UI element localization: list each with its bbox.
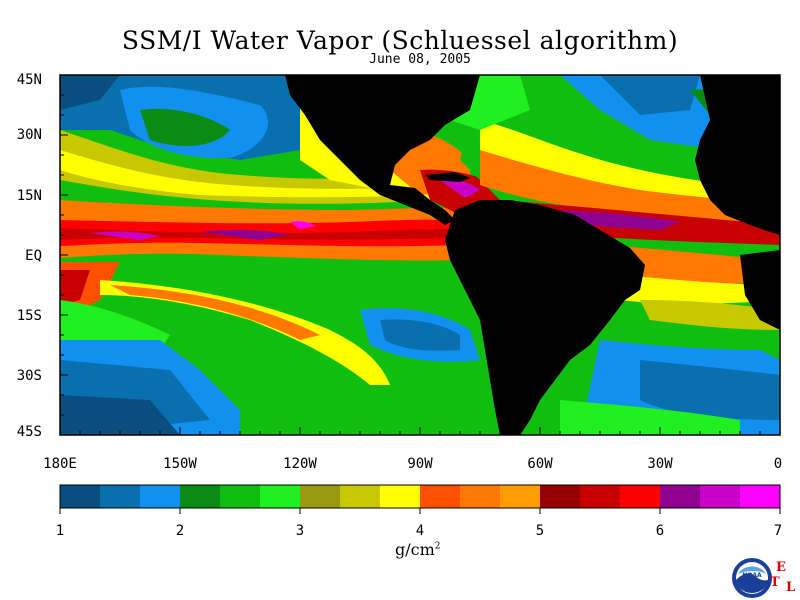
- etl-letter-l: L: [786, 580, 796, 595]
- noaa-logo: NOAA: [732, 558, 772, 598]
- lon-label-120w: 120W: [283, 456, 317, 472]
- colorbar-swatch: [540, 485, 581, 508]
- colorbar-tick-5: 5: [535, 523, 545, 539]
- colorbar-tick-6: 6: [655, 523, 665, 539]
- colorbar-swatch: [300, 485, 341, 508]
- colorbar-swatch: [220, 485, 261, 508]
- colorbar-tick-2: 2: [175, 523, 185, 539]
- noaa-logo-text: NOAA: [742, 572, 762, 579]
- colorbar-swatch: [660, 485, 701, 508]
- colorbar-swatch: [700, 485, 741, 508]
- etl-letter-e: E: [776, 560, 786, 575]
- colorbar-swatch: [340, 485, 381, 508]
- etl-letter-t: T: [770, 575, 780, 590]
- colorbar-swatch: [620, 485, 661, 508]
- lon-label-30w: 30W: [647, 456, 673, 472]
- colorbar-swatch: [420, 485, 461, 508]
- colorbar-swatch: [380, 485, 421, 508]
- colorbar-swatch: [500, 485, 541, 508]
- colorbar-swatch: [100, 485, 141, 508]
- colorbar-swatch: [140, 485, 181, 508]
- land-masses: [285, 75, 780, 435]
- colorbar-swatch: [460, 485, 501, 508]
- colorbar-unit: g/cm2: [395, 540, 441, 559]
- colorbar-tick-7: 7: [773, 523, 783, 539]
- colorbar-tick-1: 1: [55, 523, 65, 539]
- lon-label-60w: 60W: [527, 456, 553, 472]
- lat-label-15n: 15N: [16, 188, 42, 204]
- colorbar-swatch: [60, 485, 101, 508]
- colorbar-swatch: [180, 485, 221, 508]
- lat-label-eq: EQ: [25, 248, 42, 264]
- colorbar-swatch: [260, 485, 301, 508]
- lon-label-150w: 150W: [163, 456, 197, 472]
- colorbar-tick-3: 3: [295, 523, 305, 539]
- colorbar-swatch: [740, 485, 781, 508]
- colorbar: [59, 485, 781, 514]
- lon-label-0: 0: [773, 456, 783, 472]
- colorbar-tick-4: 4: [415, 523, 425, 539]
- lat-label-45n: 45N: [16, 72, 42, 88]
- lat-label-30s: 30S: [16, 368, 42, 384]
- map-date: June 08, 2005: [369, 52, 471, 67]
- lon-label-90w: 90W: [407, 456, 433, 472]
- map-title: SSM/I Water Vapor (Schluessel algorithm): [121, 26, 679, 55]
- lat-label-15s: 15S: [16, 308, 42, 324]
- lat-label-45s: 45S: [16, 424, 42, 440]
- lat-label-30n: 30N: [16, 127, 42, 143]
- lon-label-180e: 180E: [43, 456, 77, 472]
- colorbar-swatch: [580, 485, 621, 508]
